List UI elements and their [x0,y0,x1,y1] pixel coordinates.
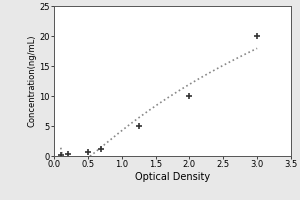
X-axis label: Optical Density: Optical Density [135,172,210,182]
Y-axis label: Concentration(ng/mL): Concentration(ng/mL) [28,35,37,127]
